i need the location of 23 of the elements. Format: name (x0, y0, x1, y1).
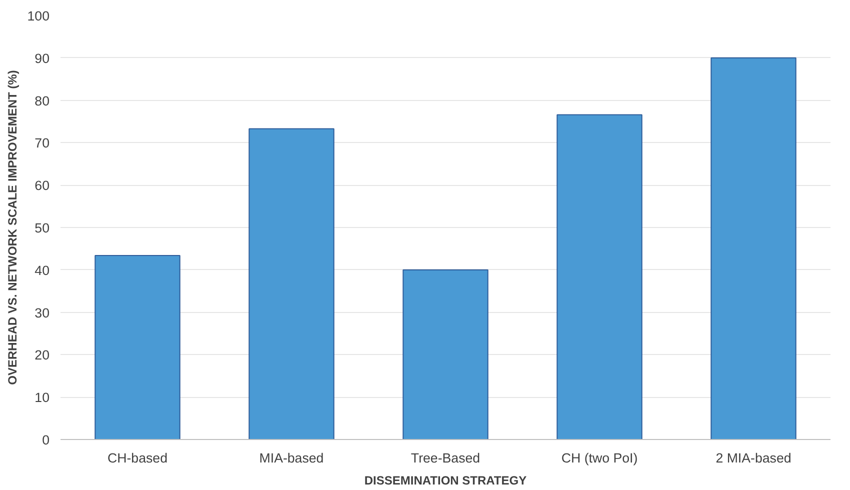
y-tick-label: 30 (34, 305, 50, 320)
y-tick-label: 40 (34, 262, 50, 278)
x-tick-label: CH-based (108, 450, 168, 466)
y-tick-label: 10 (34, 390, 50, 406)
y-tick-label: 50 (34, 220, 50, 236)
y-tick-label: 60 (34, 178, 50, 194)
y-tick-label: 20 (34, 348, 50, 363)
x-axis-title: DISSEMINATION STRATEGY (364, 474, 527, 488)
x-tick-label: Tree-Based (410, 450, 480, 466)
x-tick-label: MIA-based (259, 450, 324, 466)
bar (248, 128, 334, 440)
bar (710, 57, 796, 440)
y-tick-label: 70 (34, 136, 50, 151)
y-tick-label: 80 (34, 93, 50, 108)
y-tick-label: 90 (34, 50, 50, 66)
bar (556, 114, 642, 440)
bar (94, 254, 180, 440)
x-tick-label: CH (two PoI) (561, 450, 638, 466)
bar (402, 269, 488, 440)
x-tick-label: 2 MIA-based (716, 450, 792, 466)
y-tick-label: 0 (42, 432, 50, 448)
y-tick-label: 100 (27, 8, 50, 24)
y-axis-title: OVERHEAD VS. NETWORK SCALE IMPROVEMENT (%) (5, 70, 20, 385)
